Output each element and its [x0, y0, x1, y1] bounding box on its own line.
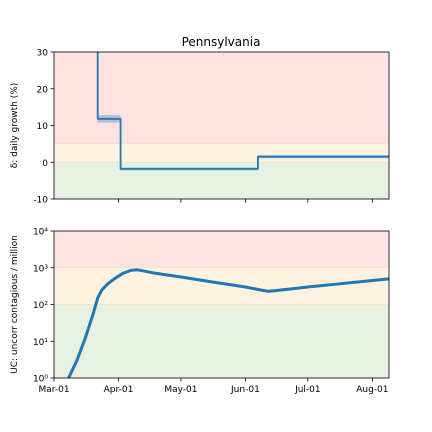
- series-line-0: [67, 268, 389, 378]
- y-tick-label-0: -10: [33, 196, 48, 206]
- y-tick-label-2: 10²: [33, 301, 48, 311]
- zone-band-0: [54, 231, 389, 268]
- zone-band-1: [54, 267, 389, 305]
- zone-band-2: [54, 304, 389, 378]
- y-tick-label-1: 0: [42, 159, 48, 169]
- axes-frame: [53, 230, 390, 379]
- y-tick-label-2: 10: [37, 122, 49, 132]
- y-tick-label-4: 10⁴: [33, 228, 48, 238]
- zone-band-1: [54, 143, 389, 163]
- y-tick-label-1: 10¹: [33, 338, 48, 348]
- zone-band-0: [54, 52, 389, 144]
- x-tick-label-4: Jul-01: [294, 385, 321, 395]
- y-axis-label: δ: daily growth (%): [10, 83, 20, 169]
- x-tick-label-2: May-01: [164, 385, 197, 395]
- contagious-panel: 10⁰ 10¹ 10² 10³ 10⁴ Mar-01 Apr-01 May-01 Jun-01 J…: [10, 228, 390, 395]
- axes-frame: [53, 51, 390, 200]
- y-tick-label-3: 20: [37, 85, 49, 95]
- x-tick-label-3: Jun-01: [230, 385, 260, 395]
- x-tick-label-0: Mar-01: [38, 385, 69, 395]
- series-line-0: [96, 52, 389, 170]
- y-axis-label: UC: uncorr contagious / million: [10, 235, 20, 374]
- x-tick-label-5: Aug-01: [356, 385, 388, 395]
- growth-panel: -10 0 10 20 30 δ: daily growth (%): [10, 49, 390, 206]
- chart-title: Pennsylvania: [182, 35, 261, 49]
- y-tick-label-0: 10⁰: [33, 375, 48, 385]
- y-tick-label-3: 10³: [33, 264, 48, 274]
- x-tick-label-1: Apr-01: [104, 385, 134, 395]
- y-tick-label-4: 30: [37, 49, 49, 59]
